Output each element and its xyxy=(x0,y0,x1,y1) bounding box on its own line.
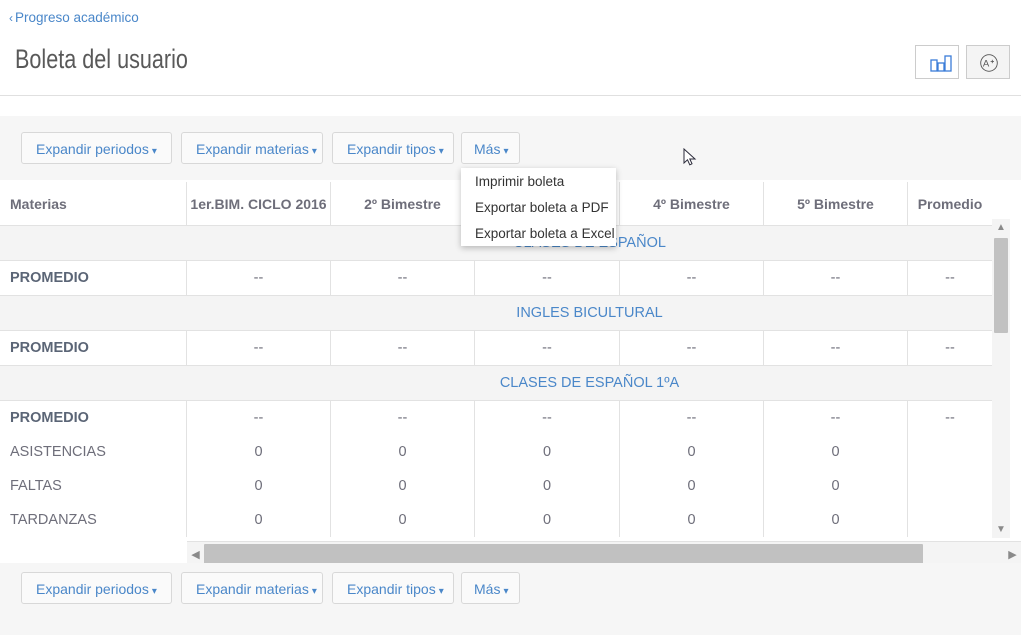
svg-text:A: A xyxy=(983,59,990,70)
